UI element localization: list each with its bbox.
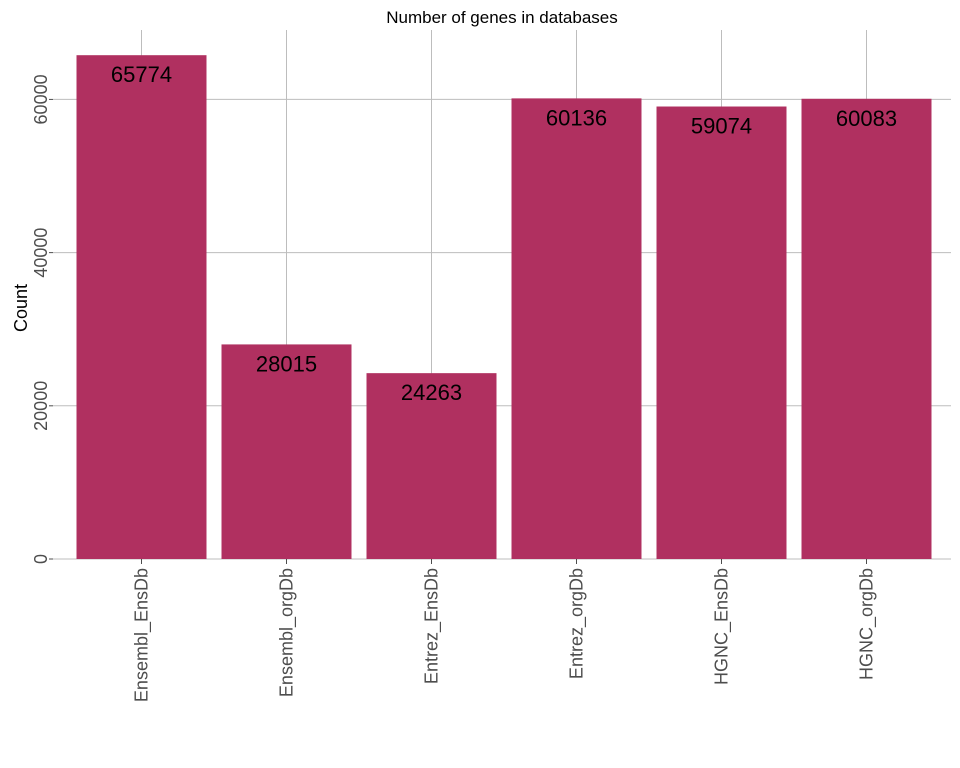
data-label: 60083 [836,106,897,131]
x-tick-label: HGNC_EnsDb [712,568,733,685]
bar-entrez-ensdb [366,373,497,559]
y-tick-label: 0 [31,554,51,564]
bar-ensembl-orgdb [221,344,352,559]
chart-title: Number of genes in databases [386,8,618,27]
data-label: 65774 [111,62,172,87]
x-axis-ticks: Ensembl_EnsDb Ensembl_orgDb Entrez_EnsDb En… [132,559,878,702]
data-label: 59074 [691,114,752,139]
y-tick-label: 40000 [31,228,51,278]
data-labels: 65774 28015 24263 60136 59074 60083 [111,62,897,405]
y-axis-ticks: 0 20000 40000 60000 [31,74,53,564]
data-label: 24263 [401,380,462,405]
x-tick-label: Entrez_EnsDb [422,568,443,684]
data-label: 60136 [546,105,607,130]
y-tick-label: 60000 [31,74,51,124]
y-axis-title: Count [11,284,31,332]
bar-hgnc-orgdb [801,98,932,559]
bar-ensembl-ensdb [76,55,207,560]
x-tick-label: Ensembl_EnsDb [132,568,153,702]
x-tick-label: Ensembl_orgDb [277,568,298,697]
data-label: 28015 [256,351,317,376]
y-tick-label: 20000 [31,381,51,431]
x-tick-label: HGNC_orgDb [857,568,878,680]
bar-entrez-orgdb [511,98,642,559]
x-tick-label: Entrez_orgDb [567,568,588,679]
bars [76,55,932,560]
bar-hgnc-ensdb [656,106,787,559]
